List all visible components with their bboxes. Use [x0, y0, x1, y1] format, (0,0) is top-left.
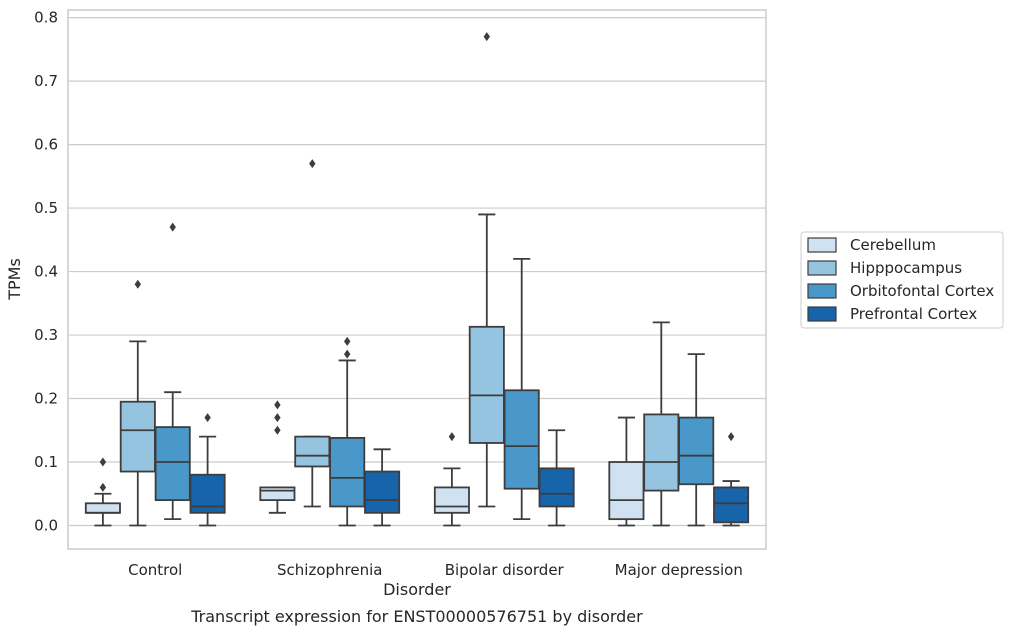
chart-caption: Transcript expression for ENST0000057675… — [190, 607, 643, 626]
box — [503, 257, 540, 521]
legend-swatch — [807, 237, 837, 253]
box — [364, 448, 401, 527]
outlier-point — [448, 432, 456, 442]
outlier-point — [344, 349, 351, 359]
box-iqr — [294, 435, 331, 468]
outlier-point — [274, 400, 281, 410]
x-tick-label: Bipolar disorder — [445, 561, 565, 579]
y-axis-title: TPMs — [5, 258, 24, 301]
box — [329, 336, 366, 527]
legend-swatch — [807, 306, 837, 322]
legend-item: Orbitofontal Cortex — [807, 282, 994, 300]
y-tick-label: 0.6 — [34, 136, 58, 154]
legend-item: Prefrontal Cortex — [807, 305, 977, 323]
legend-label: Orbitofontal Cortex — [850, 282, 994, 300]
legend-swatch — [807, 283, 837, 299]
y-tick-label: 0.1 — [34, 453, 58, 471]
box-iqr — [608, 461, 645, 521]
outlier-point — [483, 32, 490, 42]
legend: Cerebellum Hipppocampus Orbitofontal Corte… — [800, 231, 1004, 329]
box — [643, 321, 680, 527]
box-iqr — [259, 486, 296, 502]
outlier-point — [99, 457, 107, 467]
legend-item: Hipppocampus — [807, 259, 962, 277]
outlier-point — [727, 432, 735, 442]
box — [119, 279, 156, 527]
box-iqr — [503, 389, 540, 490]
legend-label: Hipppocampus — [850, 259, 962, 277]
box-iqr — [713, 486, 750, 524]
outlier-point — [99, 482, 107, 492]
legend-item: Cerebellum — [807, 236, 936, 254]
box-iqr — [119, 400, 156, 473]
x-tick-label: Control — [128, 561, 182, 579]
outlier-point — [344, 336, 351, 346]
box-iqr — [84, 502, 121, 514]
outlier-point — [204, 413, 211, 423]
y-tick-label: 0.3 — [34, 326, 58, 344]
y-tick-label: 0.8 — [34, 9, 58, 27]
x-tick-label: Major depression — [615, 561, 743, 579]
y-tick-label: 0.2 — [34, 390, 58, 408]
y-tick-label: 0.0 — [34, 517, 58, 535]
box-iqr — [643, 413, 680, 492]
outlier-point — [169, 222, 176, 232]
series-group — [189, 413, 750, 527]
box — [713, 432, 750, 527]
x-axis-ticks: Control Schizophrenia Bipolar disorder Majo… — [128, 561, 743, 579]
y-tick-label: 0.5 — [34, 199, 58, 217]
box-iqr — [154, 426, 191, 502]
y-tick-label: 0.7 — [34, 72, 58, 90]
box — [538, 429, 575, 527]
outlier-point — [134, 279, 141, 289]
box-iqr — [678, 416, 715, 486]
box-iqr — [468, 325, 505, 444]
box — [608, 416, 645, 527]
outlier-point — [309, 159, 316, 169]
box — [84, 457, 121, 527]
y-axis-ticks: 0.0 0.1 0.2 0.3 0.4 0.5 0.6 0.7 0.8 — [34, 9, 58, 535]
legend-label: Prefrontal Cortex — [850, 305, 977, 323]
box-iqr — [433, 486, 470, 514]
series-group — [154, 222, 715, 527]
series-group — [119, 32, 680, 527]
box — [678, 353, 715, 527]
series-group — [84, 400, 645, 527]
legend-swatch — [807, 260, 837, 276]
box — [294, 159, 331, 508]
plot-area-frame — [67, 9, 767, 550]
box — [259, 400, 296, 514]
y-tick-label: 0.4 — [34, 263, 58, 281]
legend-frame — [800, 231, 1004, 329]
box-iqr — [538, 467, 575, 508]
outlier-point — [274, 425, 281, 435]
box — [189, 413, 226, 527]
box — [468, 32, 505, 508]
box-iqr — [329, 436, 366, 508]
x-tick-label: Schizophrenia — [277, 561, 382, 579]
box — [433, 432, 470, 527]
box — [154, 222, 191, 521]
legend-label: Cerebellum — [850, 236, 936, 254]
box-series — [84, 32, 750, 527]
outlier-point — [274, 413, 281, 423]
box-iqr — [364, 470, 401, 514]
x-axis-title: Disorder — [383, 580, 451, 599]
